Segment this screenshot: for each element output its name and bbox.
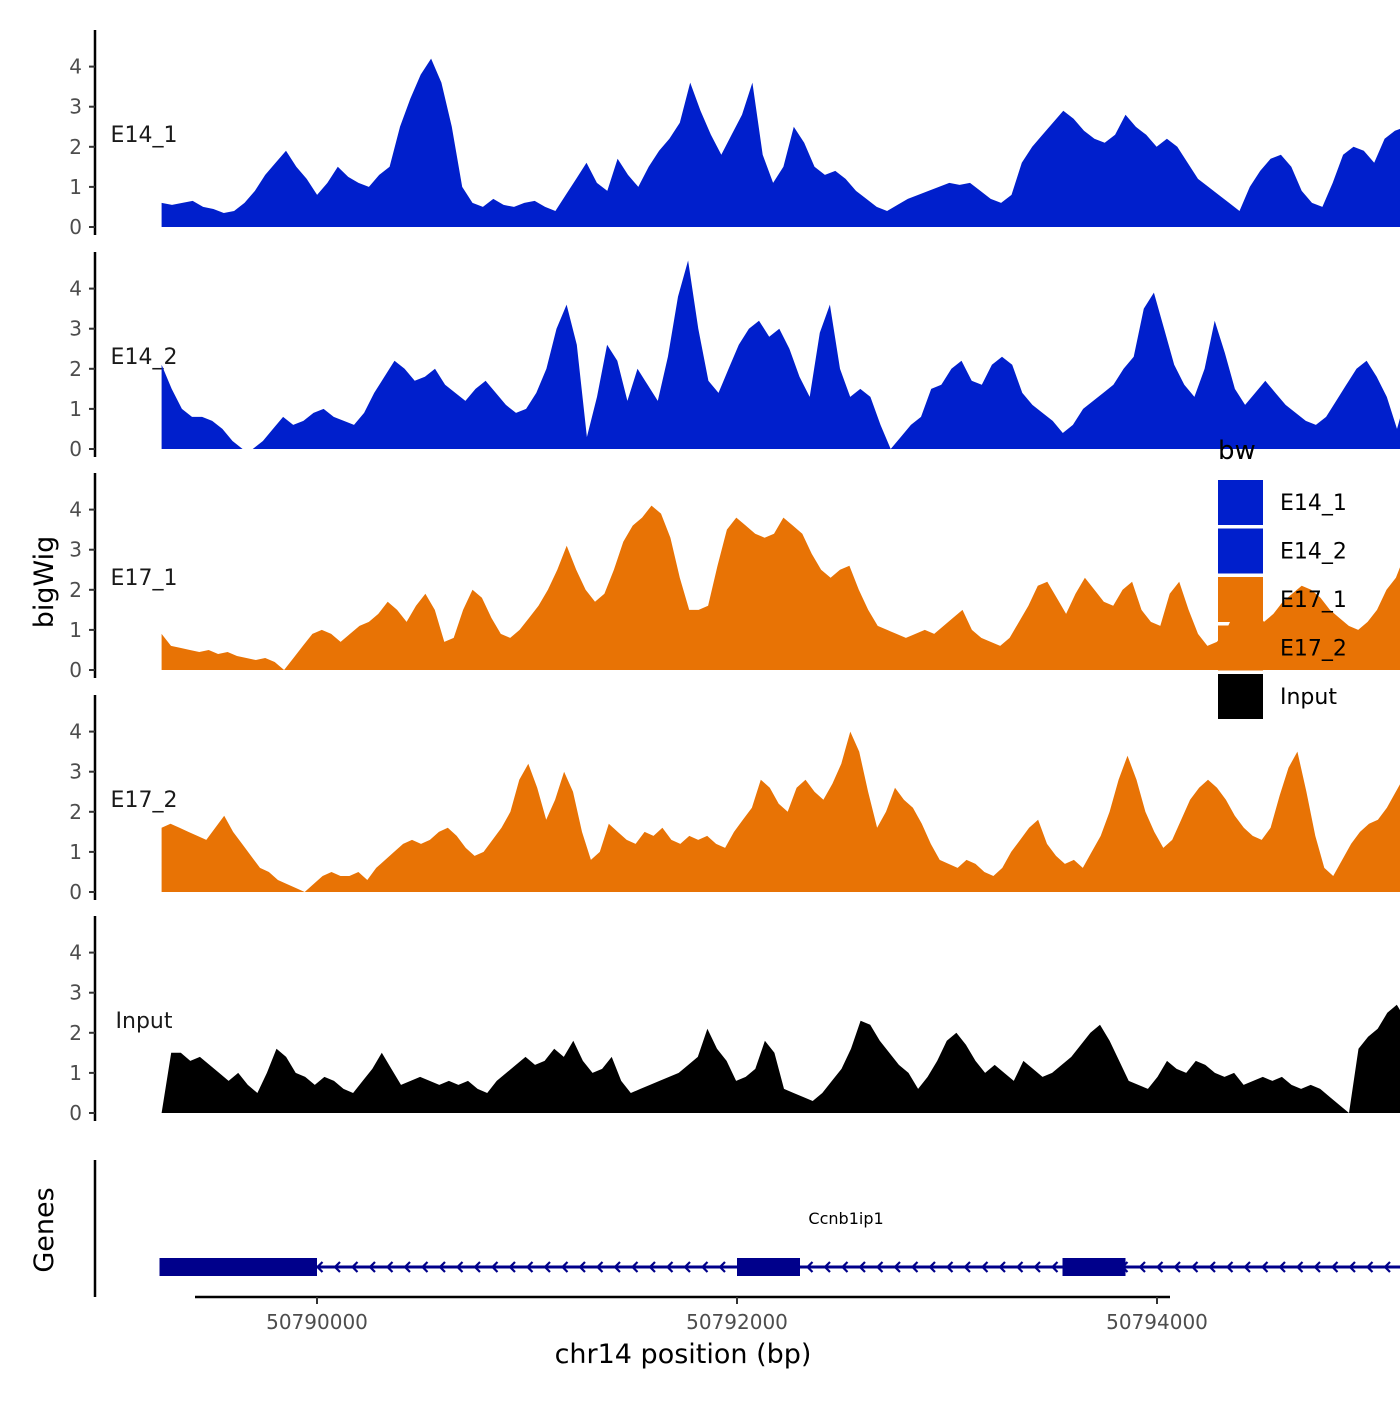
y-tick-label: 0 [69,437,82,461]
track-label: E17_1 [111,566,178,591]
y-tick-label: 4 [69,498,82,522]
y-tick-label: 1 [69,1061,82,1085]
x-tick-label: 50794000 [1106,1310,1208,1334]
gene-label: Ccnb1ip1 [808,1209,883,1228]
y-tick-label: 1 [69,840,82,864]
legend-label: E17_2 [1280,637,1347,662]
legend-swatch-Input [1218,674,1263,719]
genes-panel-title: Genes [29,1187,60,1272]
y-tick-label: 2 [69,578,82,602]
legend-swatch-E14_2 [1218,529,1263,574]
y-tick-label: 2 [69,135,82,159]
y-tick-label: 3 [69,317,82,341]
legend-swatch-E14_1 [1218,480,1263,525]
gene-exon [160,1258,318,1276]
y-tick-label: 3 [69,95,82,119]
legend-swatch-E17_2 [1218,626,1263,671]
y-tick-label: 0 [69,1101,82,1125]
y-axis-title: bigWig [29,536,60,629]
x-tick-label: 50792000 [686,1310,788,1334]
y-tick-label: 0 [69,880,82,904]
y-tick-label: 4 [69,55,82,79]
y-tick-label: 1 [69,175,82,199]
y-tick-label: 1 [69,618,82,642]
y-tick-label: 3 [69,538,82,562]
y-tick-label: 2 [69,357,82,381]
gene-exon [1063,1258,1126,1276]
legend-swatch-E17_1 [1218,577,1263,622]
y-tick-label: 4 [69,277,82,301]
legend-label: E14_2 [1280,540,1347,565]
y-tick-label: 2 [69,800,82,824]
y-tick-label: 2 [69,1021,82,1045]
y-tick-label: 3 [69,760,82,784]
x-axis-title: chr14 position (bp) [555,1339,812,1370]
track-label: E14_2 [111,345,178,370]
y-tick-label: 0 [69,215,82,239]
y-tick-label: 4 [69,720,82,744]
legend-label: E17_1 [1280,588,1347,613]
y-tick-label: 4 [69,941,82,965]
legend-label: E14_1 [1280,491,1347,516]
y-tick-label: 3 [69,981,82,1005]
legend-title: bw [1218,436,1256,466]
track-label: E17_2 [111,788,178,813]
gene-exon [737,1258,800,1276]
x-tick-label: 50790000 [266,1310,368,1334]
track-label: Input [116,1009,173,1034]
y-tick-label: 0 [69,658,82,682]
y-tick-label: 1 [69,397,82,421]
track-label: E14_1 [111,123,178,148]
legend-label: Input [1280,685,1337,710]
